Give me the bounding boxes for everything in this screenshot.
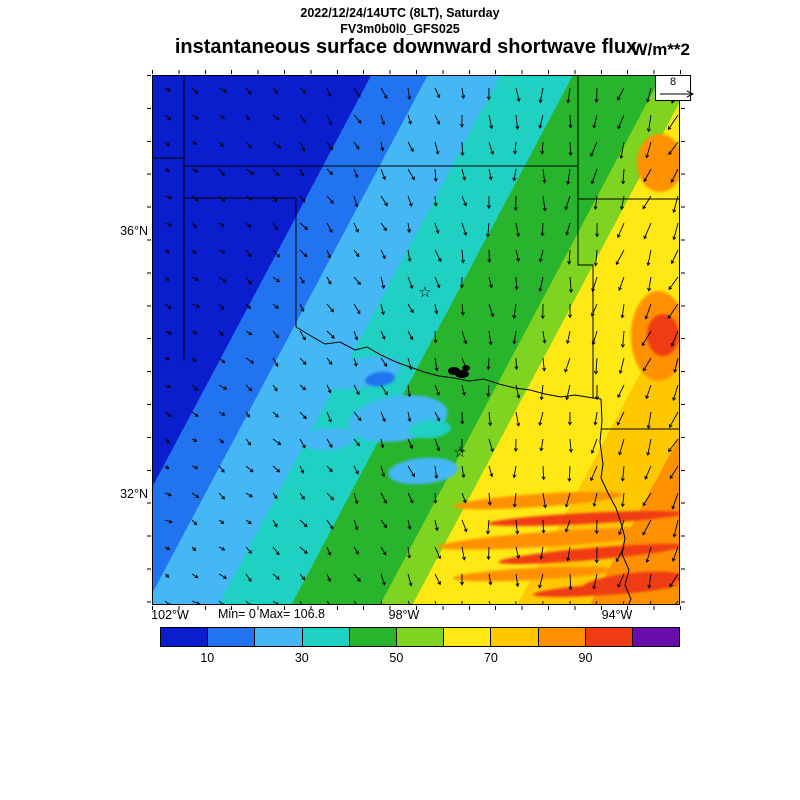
- lon-label-98w: 98°W: [388, 608, 420, 622]
- colorbar-segment: [443, 628, 491, 646]
- model-header: FV3m0b0l0_GFS025: [340, 22, 460, 36]
- station-marker-icon: ☆: [418, 283, 432, 301]
- plot-units-label: W/m**2: [631, 40, 690, 59]
- colorbar-segment: [161, 628, 208, 646]
- lon-label-102w: 102°W: [151, 608, 189, 622]
- colorbar-segment: [348, 628, 396, 646]
- axis-minor-ticks-top: [152, 70, 681, 74]
- valid-time-header: 2022/12/24/14UTC (8LT), Saturday: [300, 6, 500, 20]
- colorbar-tick-label: 30: [294, 651, 309, 665]
- colorbar-segment: [631, 628, 680, 646]
- colorbar-segment: [395, 628, 444, 646]
- colorbar-tick-label: 10: [200, 651, 215, 665]
- colorbar-tick-label: 50: [389, 651, 404, 665]
- axis-minor-ticks-bottom: [152, 606, 681, 610]
- flux-patch-layer: [153, 76, 679, 604]
- border-ok-east: [577, 166, 594, 398]
- colorbar-segment: [301, 628, 349, 646]
- plot-title: instantaneous surface downward shortwave…: [174, 36, 638, 58]
- lake-texoma-blob: [448, 365, 470, 378]
- lon-label-94w: 94°W: [601, 608, 633, 622]
- minmax-stats: Min= 0 Max= 106.8: [218, 607, 326, 621]
- colorbar-segment: [207, 628, 255, 646]
- lat-label-36n: 36°N: [120, 224, 148, 238]
- border-tx-east-sabine: [599, 398, 632, 604]
- colorbar-segment: [254, 628, 302, 646]
- lat-label-32n: 32°N: [120, 487, 148, 501]
- flux-patch: [647, 314, 679, 356]
- colorbar-tick-label: 70: [483, 651, 498, 665]
- wind-reference-value: 8: [669, 76, 677, 88]
- border-red-river: [295, 326, 602, 400]
- colorbar: [160, 627, 680, 647]
- map-canvas: ☆ ☆: [152, 75, 680, 605]
- colorbar-tick-label: 90: [578, 651, 593, 665]
- axis-minor-ticks-right: [681, 75, 685, 606]
- station-marker-icon: ☆: [453, 443, 467, 461]
- wind-reference-arrow-icon: [660, 90, 695, 98]
- colorbar-segment: [490, 628, 538, 646]
- wind-reference-box: 8: [655, 75, 695, 101]
- colorbar-segment: [537, 628, 585, 646]
- axis-minor-ticks-left: [147, 75, 151, 606]
- colorbar-segment: [584, 628, 632, 646]
- wind-vectors-layer: [164, 87, 679, 604]
- state-borders-layer: [153, 76, 679, 604]
